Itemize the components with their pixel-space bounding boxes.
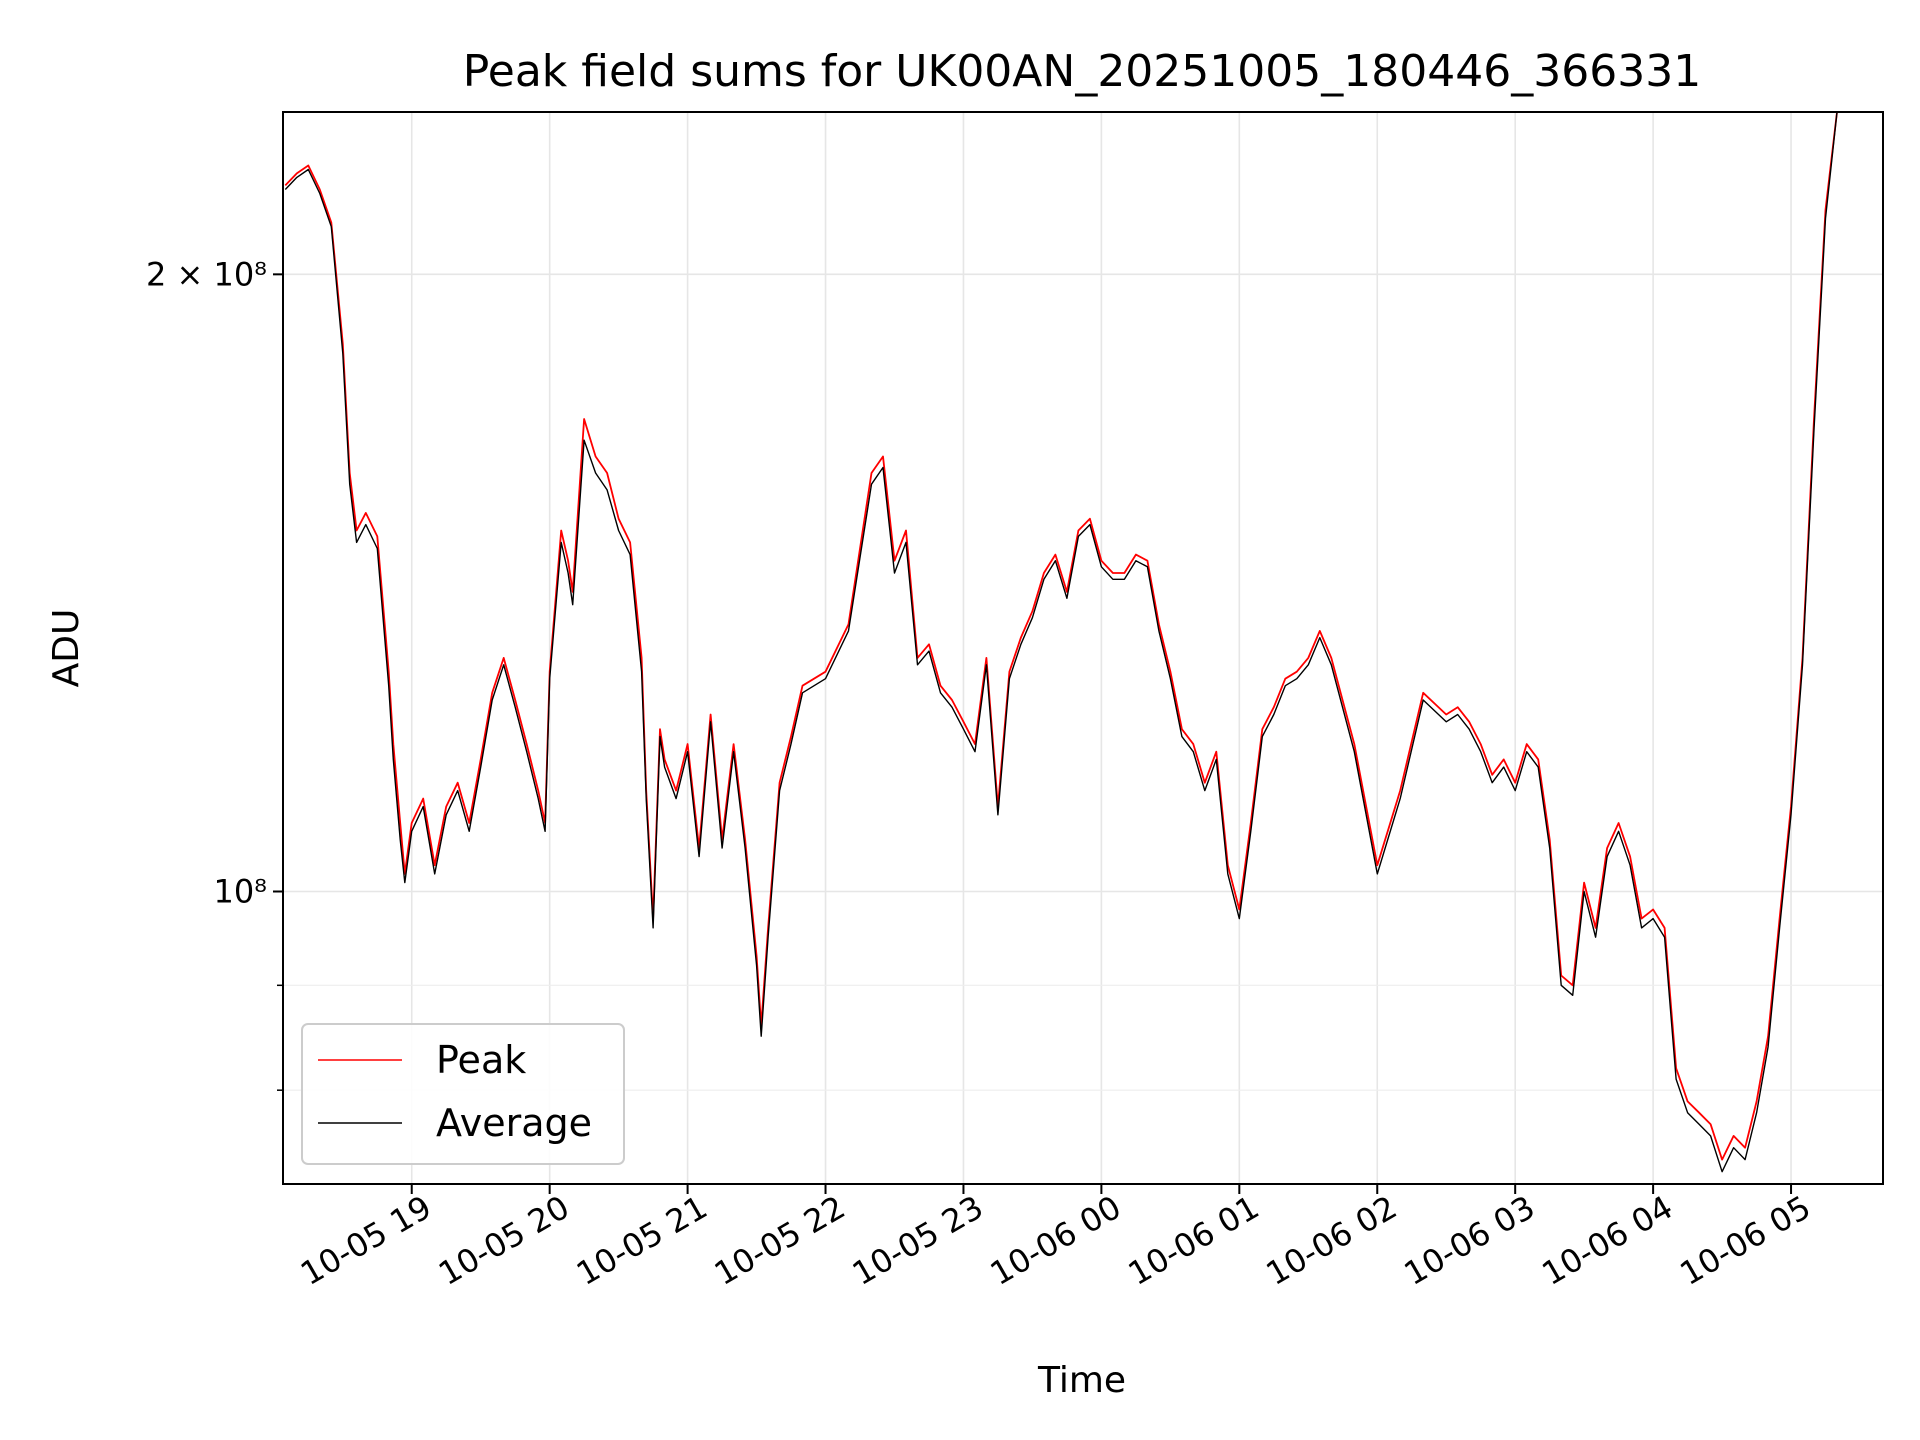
- grid-layer: [283, 112, 1883, 1184]
- y-axis: 2 × 10⁸ 10⁸: [146, 255, 283, 1091]
- y-axis-label: ADU: [46, 609, 87, 688]
- legend-label-average: Average: [436, 1101, 592, 1145]
- legend: Peak Average: [301, 1023, 625, 1165]
- legend-label-peak: Peak: [436, 1038, 526, 1082]
- plot-frame: [282, 111, 1884, 1185]
- series-layer: [284, 112, 1838, 1173]
- chart-title: Peak field sums for UK00AN_20251005_1804…: [463, 46, 1701, 97]
- y-tick-label: 10⁸: [213, 873, 267, 911]
- series-line-average: [284, 112, 1838, 1173]
- legend-box: [301, 1023, 625, 1165]
- y-tick-label: 2 × 10⁸: [146, 255, 267, 293]
- x-axis-label: Time: [1037, 1360, 1126, 1401]
